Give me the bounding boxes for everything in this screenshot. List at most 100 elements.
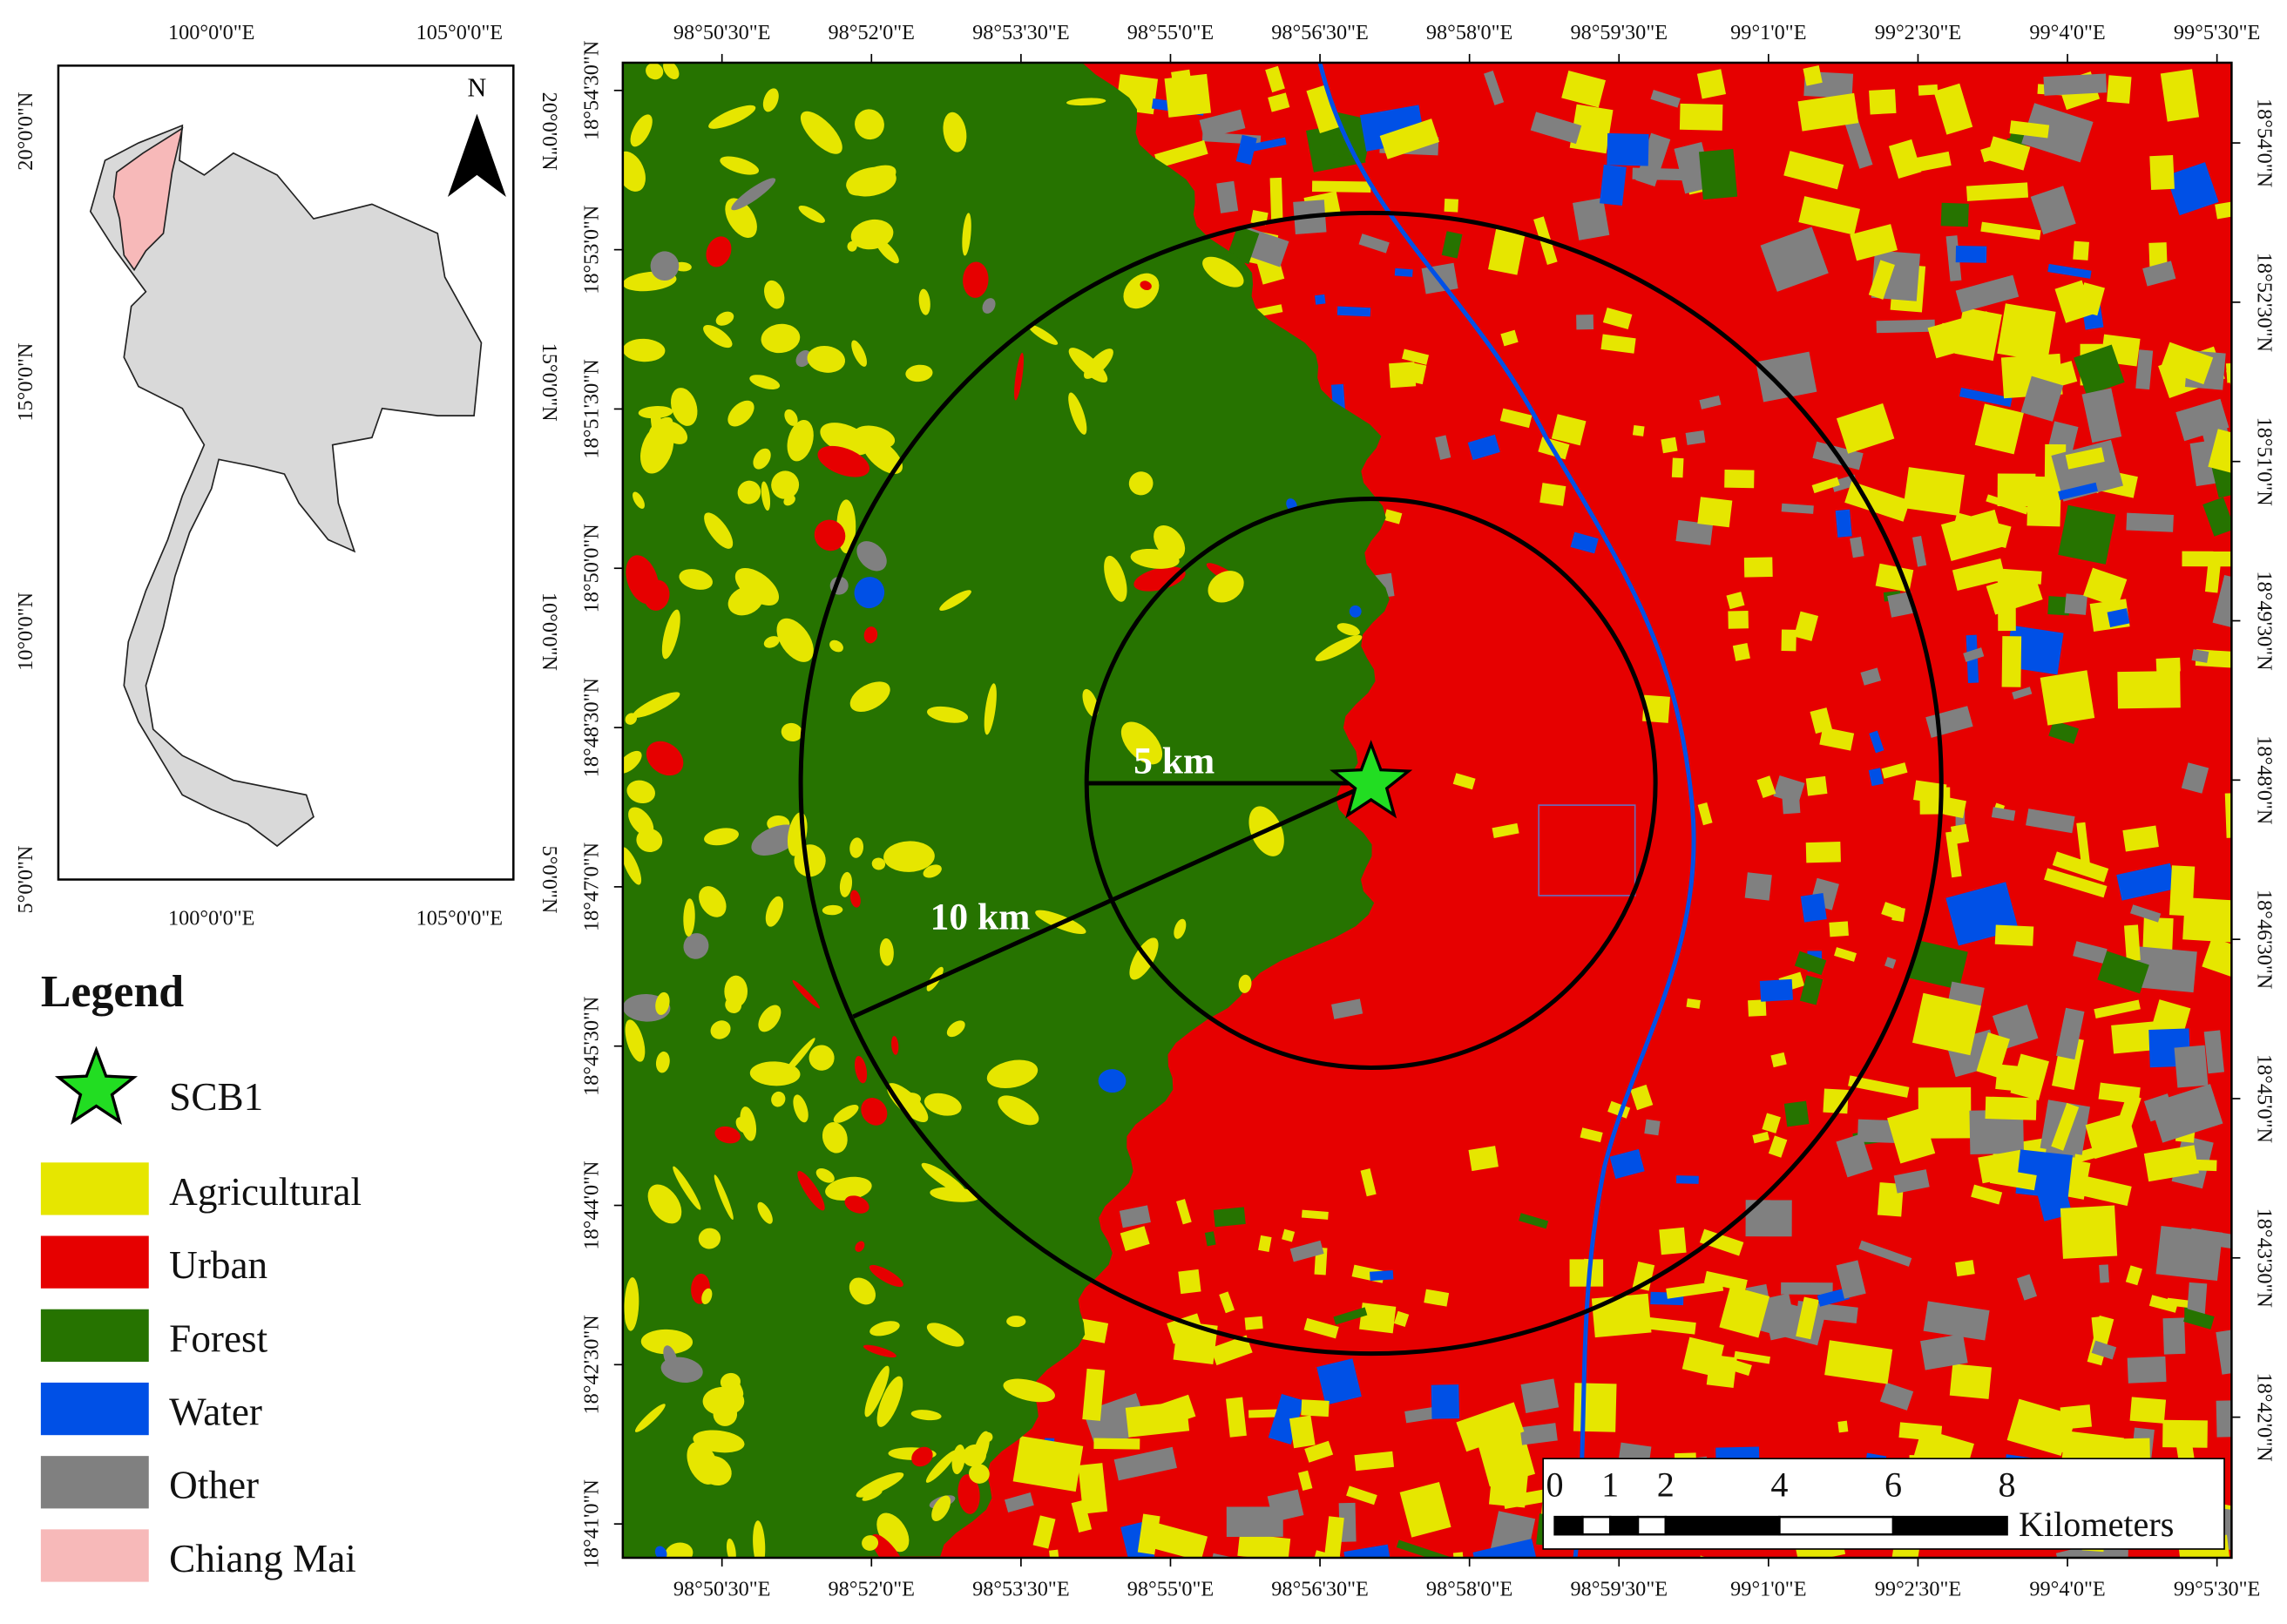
land-patch — [2076, 282, 2105, 316]
x-tick-label: 99°5'30"E — [2174, 21, 2260, 44]
land-patch — [822, 1122, 848, 1154]
land-patch — [1985, 1096, 2037, 1120]
legend-site-symbol — [54, 1045, 139, 1125]
legend-label: SCB1 — [169, 1075, 263, 1119]
land-patch — [815, 1168, 835, 1183]
land-patch — [1949, 1363, 1993, 1399]
land-patch — [854, 577, 885, 609]
land-patch — [1745, 1200, 1792, 1237]
land-patch — [1268, 1393, 1304, 1445]
land-patch — [655, 1051, 670, 1073]
x-tick-label: 100°0'0"E — [168, 21, 254, 44]
land-patch — [2001, 636, 2022, 687]
land-patch — [1500, 329, 1519, 347]
land-patch — [1836, 403, 1895, 454]
land-patch — [1759, 978, 1794, 1002]
land-patch — [1315, 634, 1363, 661]
land-patch — [963, 261, 989, 298]
land-patch — [1258, 1235, 1272, 1253]
land-patch — [905, 364, 933, 382]
land-patch — [1920, 1333, 1968, 1370]
y-tick-label: 18°52'30"N — [2253, 253, 2277, 352]
inset-map: N 100°0'0"E 105°0'0"E 100°0'0"E 105°0'0"E 20°… — [14, 21, 561, 930]
land-patch — [1768, 1135, 1788, 1158]
forest-area — [622, 62, 1390, 1558]
land-patch — [1697, 497, 1733, 528]
land-patch — [2169, 865, 2196, 917]
land-patch — [1835, 509, 1852, 538]
land-patch — [2122, 825, 2159, 852]
land-patch — [1336, 623, 1360, 636]
land-patch — [1154, 139, 1208, 169]
land-patch — [2010, 1053, 2049, 1101]
land-patch — [1732, 642, 1750, 661]
land-patch — [1071, 1499, 1093, 1533]
land-patch — [918, 288, 930, 315]
land-patch — [715, 311, 734, 326]
legend-swatch — [40, 1162, 149, 1215]
land-patch — [724, 975, 748, 1008]
x-tick-label: 98°52'0"E — [829, 21, 915, 44]
y-tick-label: 15°0'0"N — [14, 343, 37, 422]
land-patch — [2048, 720, 2080, 745]
land-patch — [2123, 924, 2141, 961]
land-patch — [1467, 434, 1500, 461]
land-patch — [2094, 999, 2141, 1019]
land-patch — [783, 495, 795, 506]
land-patch — [1868, 768, 1884, 787]
land-patch — [1976, 1032, 2010, 1078]
y-tick-label: 18°41'0"N — [579, 1479, 603, 1568]
land-patch — [1692, 1555, 1720, 1558]
land-patch — [2043, 73, 2108, 96]
legend-swatch — [40, 1529, 149, 1582]
river — [1317, 62, 1696, 1558]
land-patch — [2117, 670, 2181, 709]
land-patch — [1129, 937, 1159, 980]
land-patch — [1370, 1270, 1394, 1282]
land-patch — [1600, 164, 1627, 206]
y-tick-label: 5°0'0"N — [538, 846, 561, 914]
land-patch — [1238, 974, 1252, 993]
land-patch — [1175, 1199, 1192, 1225]
land-patch — [1945, 830, 1962, 878]
land-patch — [1468, 1146, 1499, 1172]
land-patch — [1837, 1420, 1849, 1433]
land-patch — [1762, 1113, 1781, 1133]
land-patch — [1850, 224, 1898, 261]
land-patch — [1570, 531, 1599, 554]
land-patch — [849, 837, 864, 858]
land-patch — [1955, 246, 1987, 263]
land-patch — [849, 1277, 876, 1305]
land-patch — [1133, 566, 1186, 592]
land-patch — [699, 1455, 732, 1486]
land-patch — [720, 156, 760, 175]
land-patch — [1404, 1406, 1439, 1424]
land-patch — [1472, 1539, 1540, 1558]
land-patch — [2081, 388, 2122, 443]
scale-segment — [1891, 1515, 2008, 1536]
land-patch — [1940, 202, 1969, 227]
land-patch — [1358, 233, 1390, 254]
land-patch — [1703, 1270, 1748, 1292]
land-patch — [1760, 227, 1829, 292]
land-patch — [1539, 483, 1566, 506]
land-patch — [2052, 851, 2109, 883]
land-patch — [1492, 822, 1519, 838]
land-patch — [1346, 1485, 1377, 1506]
land-patch — [2142, 261, 2176, 287]
land-patch — [1796, 1296, 1819, 1340]
scale-tick-label: 1 — [1601, 1465, 1619, 1505]
land-patch — [1797, 92, 1859, 132]
land-patch — [655, 991, 670, 1015]
land-patch — [1269, 177, 1283, 220]
land-patch — [1800, 893, 1827, 923]
land-patch — [879, 937, 894, 966]
land-patch — [1966, 182, 2029, 201]
land-patch — [2060, 1205, 2118, 1259]
y-tick-label: 18°45'0"N — [2253, 1054, 2277, 1143]
land-patch — [1119, 1205, 1151, 1228]
land-patch — [1752, 1131, 1769, 1144]
land-patch — [2058, 504, 2116, 565]
scale-segment — [1581, 1515, 1612, 1536]
land-patch — [693, 1430, 745, 1453]
